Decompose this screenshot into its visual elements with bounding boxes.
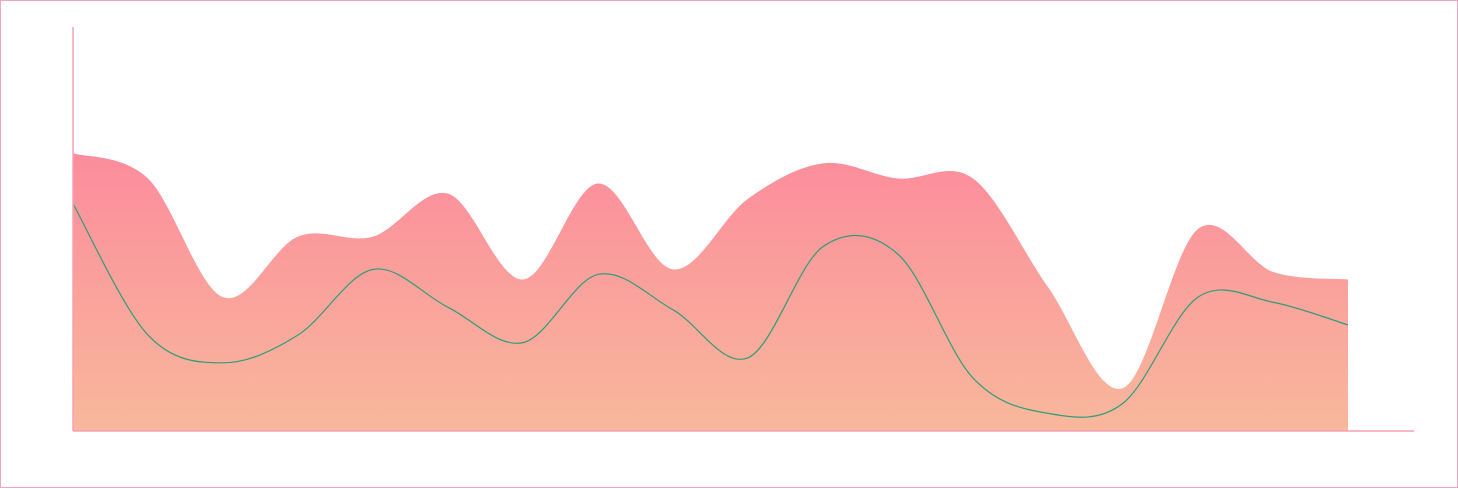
plot-area (72, 27, 1414, 432)
line-series (72, 203, 1349, 418)
area-series (73, 153, 1348, 431)
